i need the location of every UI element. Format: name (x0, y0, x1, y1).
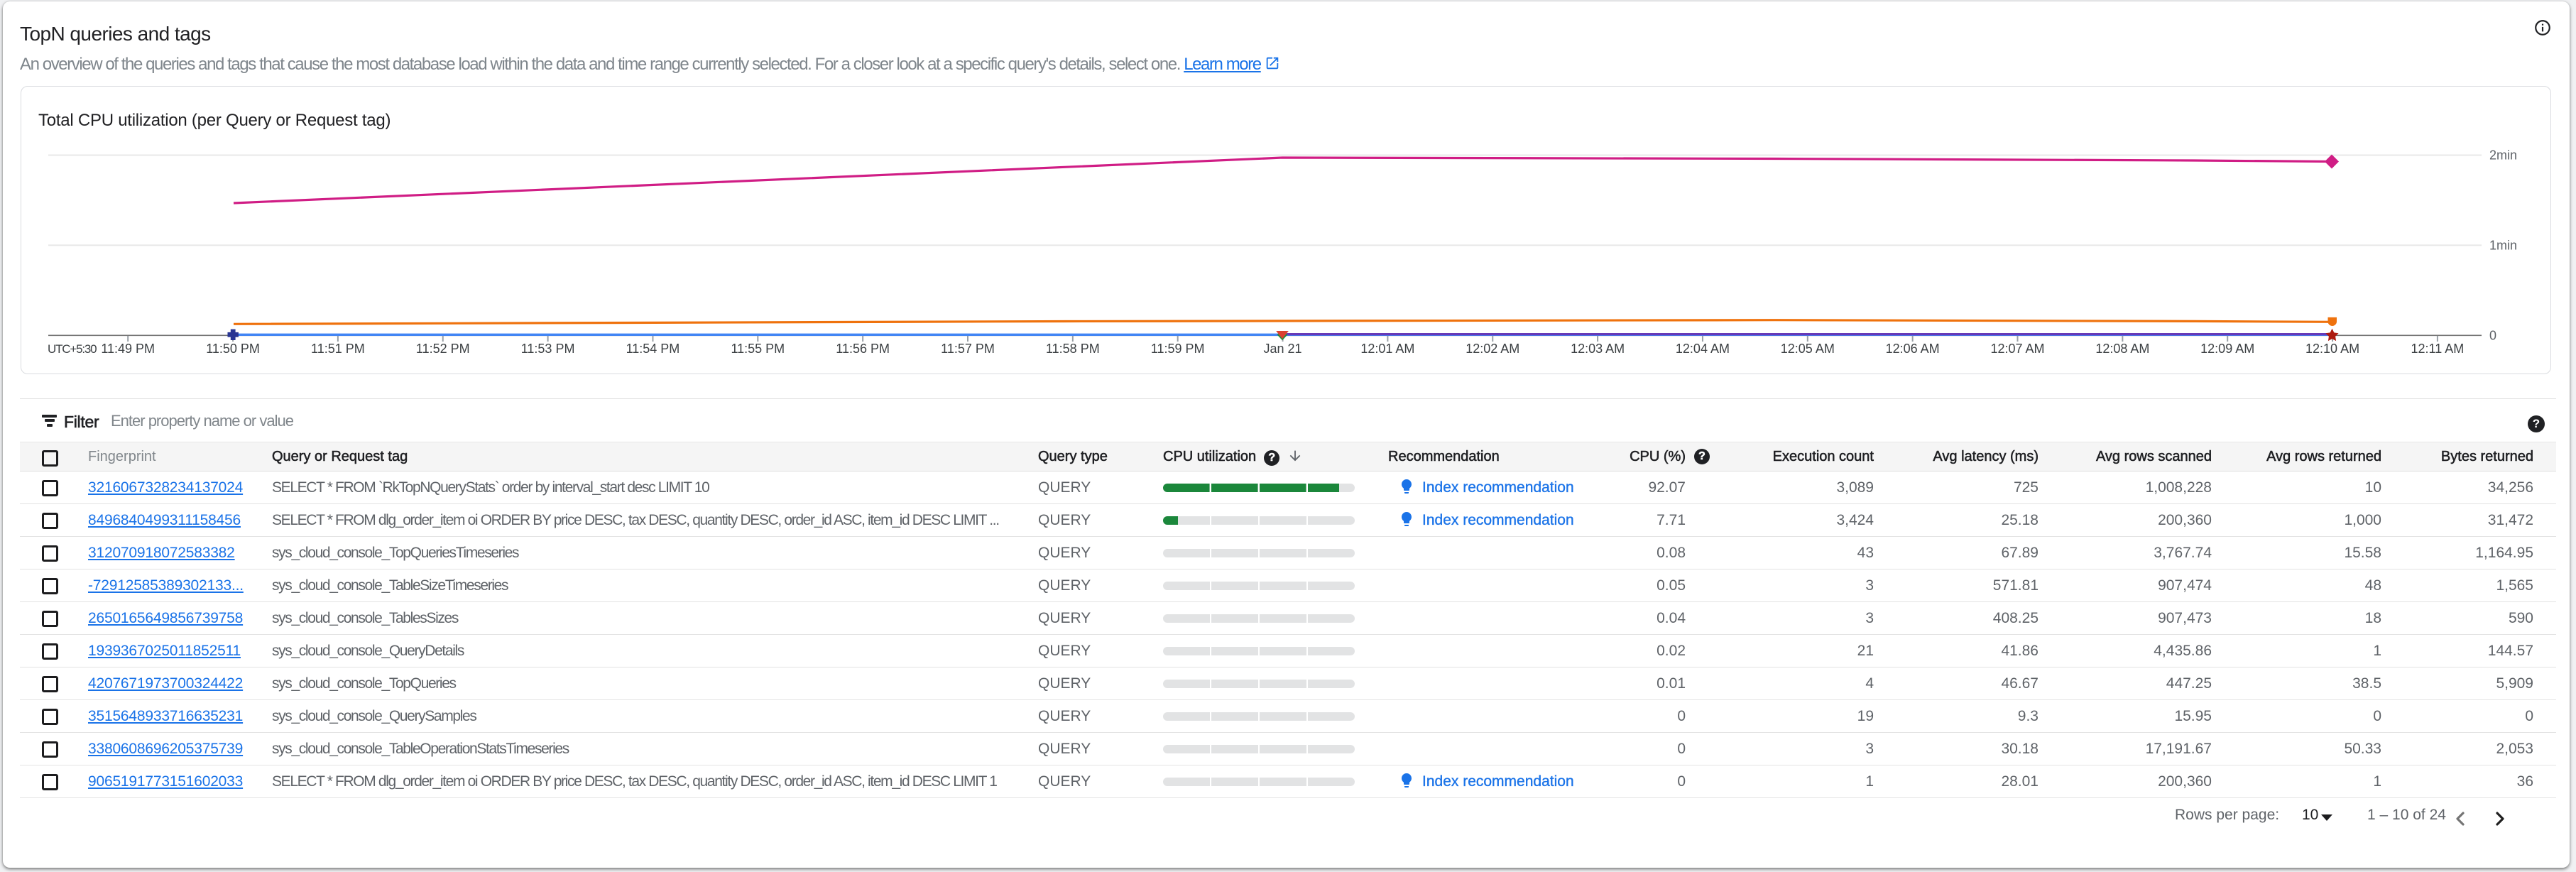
svg-text:11:55 PM: 11:55 PM (731, 342, 785, 356)
svg-text:11:50 PM: 11:50 PM (206, 342, 260, 356)
svg-text:12:11 AM: 12:11 AM (2411, 342, 2465, 356)
svg-text:11:52 PM: 11:52 PM (416, 342, 470, 356)
svg-text:11:57 PM: 11:57 PM (941, 342, 995, 356)
svg-text:Jan 21: Jan 21 (1264, 342, 1302, 356)
svg-text:11:54 PM: 11:54 PM (626, 342, 680, 356)
svg-text:11:49 PM: 11:49 PM (101, 342, 155, 356)
svg-text:12:04 AM: 12:04 AM (1676, 342, 1730, 356)
svg-text:1min: 1min (2489, 238, 2517, 252)
svg-text:11:58 PM: 11:58 PM (1046, 342, 1100, 356)
svg-text:11:53 PM: 11:53 PM (521, 342, 575, 356)
svg-text:12:05 AM: 12:05 AM (1781, 342, 1835, 356)
svg-text:12:09 AM: 12:09 AM (2200, 342, 2254, 356)
svg-text:12:07 AM: 12:07 AM (1990, 342, 2044, 356)
svg-text:11:51 PM: 11:51 PM (311, 342, 365, 356)
svg-text:UTC+5:30: UTC+5:30 (48, 342, 97, 356)
svg-text:12:10 AM: 12:10 AM (2305, 342, 2359, 356)
svg-text:2min: 2min (2489, 148, 2517, 163)
svg-text:11:59 PM: 11:59 PM (1151, 342, 1205, 356)
svg-text:12:02 AM: 12:02 AM (1466, 342, 1519, 356)
svg-text:11:56 PM: 11:56 PM (836, 342, 890, 356)
svg-text:12:08 AM: 12:08 AM (2095, 342, 2149, 356)
svg-text:12:06 AM: 12:06 AM (1886, 342, 1940, 356)
svg-text:12:03 AM: 12:03 AM (1571, 342, 1625, 356)
svg-text:0: 0 (2489, 328, 2496, 342)
svg-text:12:01 AM: 12:01 AM (1360, 342, 1414, 356)
